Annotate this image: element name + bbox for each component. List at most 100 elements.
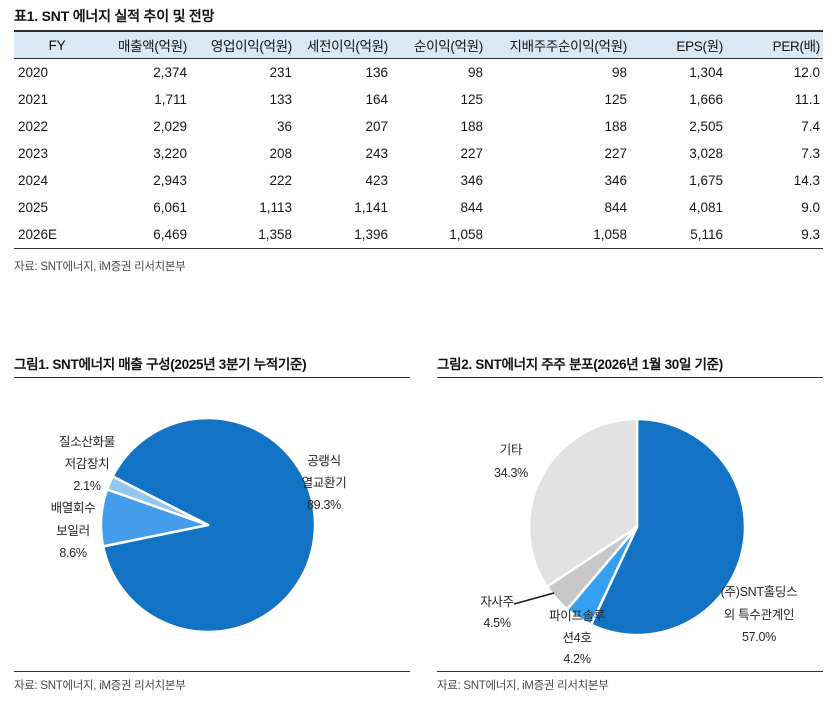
value-cell: 36 <box>276 119 292 134</box>
value-cell: 243 <box>365 146 388 161</box>
table-header-row: FY 매출액(억원) 영업이익(억원) 세전이익(억원) 순이익(억원) 지배주주순이익(… <box>14 31 823 59</box>
column-header: EPS(원) <box>676 39 723 54</box>
value-cell: 227 <box>604 146 627 161</box>
value-cell: 188 <box>460 119 483 134</box>
value-cell: 1,666 <box>689 92 723 107</box>
fiscal-year-cell: 2026E <box>18 227 58 242</box>
table-row: 2020 2,374 231 136 98 98 1,304 12.0 <box>14 59 823 87</box>
value-cell: 346 <box>604 173 627 188</box>
label-leader-line <box>513 592 555 605</box>
table-header: FY 매출액(억원) 영업이익(억원) 세전이익(억원) 순이익(억원) 지배주주순이익(… <box>14 31 823 59</box>
value-cell: 227 <box>460 146 483 161</box>
pie-slice <box>527 417 639 588</box>
pie-slice-label-line: 4.5% <box>483 616 511 630</box>
value-cell: 4,081 <box>689 200 723 215</box>
chart2-bottom-rule <box>437 671 823 672</box>
value-cell: 125 <box>604 92 627 107</box>
value-cell: 231 <box>269 65 292 80</box>
value-cell: 3,028 <box>689 146 723 161</box>
pie-slice <box>105 475 210 527</box>
value-cell: 136 <box>365 65 388 80</box>
pie-slice-label-line: 자사주 <box>480 595 514 609</box>
fiscal-year-cell: 2024 <box>18 173 49 188</box>
value-cell: 2,505 <box>689 119 723 134</box>
value-cell: 7.4 <box>801 119 820 134</box>
value-cell: 12.0 <box>793 65 820 80</box>
fiscal-year-cell: 2022 <box>18 119 49 134</box>
value-cell: 188 <box>604 119 627 134</box>
value-cell: 844 <box>460 200 483 215</box>
chart1-title: 그림1. SNT에너지 매출 구성(2025년 3분기 누적기준) <box>14 357 307 372</box>
pie-slice-label-line: 보일러 <box>56 523 90 538</box>
pie-slice-label-line: 열교환기 <box>301 476 347 490</box>
table-source: 자료: SNT에너지, iM증권 리서치본부 <box>14 261 186 273</box>
pie-slice-label-line: 공랭식 <box>307 454 341 468</box>
table-row: 2022 2,029 36 207 188 188 2,505 7.4 <box>14 113 823 140</box>
value-cell: 11.1 <box>794 92 820 107</box>
fiscal-year-cell: 2023 <box>18 146 49 161</box>
value-cell: 2,943 <box>153 173 187 188</box>
fiscal-year-cell: 2025 <box>18 200 49 215</box>
pie-slice-label-line: 저감장치 <box>64 457 110 471</box>
value-cell: 6,469 <box>153 227 187 242</box>
chart2-source: 자료: SNT에너지, iM증권 리서치본부 <box>437 680 609 692</box>
pie-slice <box>99 488 210 548</box>
value-cell: 2,029 <box>153 119 187 134</box>
value-cell: 1,396 <box>354 227 388 242</box>
value-cell: 164 <box>365 92 388 107</box>
pie-slice-label-line: 외 특수관계인 <box>723 607 795 622</box>
value-cell: 5,116 <box>690 227 723 242</box>
value-cell: 1,304 <box>689 65 723 80</box>
column-header: 영업이익(억원) <box>210 39 292 54</box>
value-cell: 207 <box>365 119 388 134</box>
table-row: 2025 6,061 1,113 1,141 844 844 4,081 9.0 <box>14 194 823 221</box>
table-row: 2026E 6,469 1,358 1,396 1,058 1,058 5,116 9.3 <box>14 221 823 249</box>
column-header: 순이익(억원) <box>414 39 483 54</box>
financials-table: FY 매출액(억원) 영업이익(억원) 세전이익(억원) 순이익(억원) 지배주주순이익(… <box>14 30 823 249</box>
pie-slice-label: 기타 34.3% <box>494 439 528 485</box>
table-title: 표1. SNT 에너지 실적 추이 및 전망 <box>14 8 215 24</box>
value-cell: 9.0 <box>801 200 820 215</box>
value-cell: 222 <box>269 173 292 188</box>
value-cell: 98 <box>611 65 627 80</box>
fiscal-year-cell: 2020 <box>18 65 49 80</box>
column-header: PER(배) <box>772 39 821 54</box>
value-cell: 1,058 <box>449 227 483 242</box>
table-row: 2023 3,220 208 243 227 227 3,028 7.3 <box>14 140 823 167</box>
chart2-top-rule <box>437 377 823 378</box>
pie-slice-label: 자사주 4.5% <box>480 592 514 634</box>
value-cell: 3,220 <box>153 146 187 161</box>
value-cell: 14.3 <box>793 173 820 188</box>
column-header: 세전이익(억원) <box>306 39 388 54</box>
value-cell: 1,711 <box>154 92 187 107</box>
value-cell: 7.3 <box>801 146 820 161</box>
value-cell: 1,675 <box>689 173 723 188</box>
chart1-bottom-rule <box>14 671 410 672</box>
table-row: 2024 2,943 222 423 346 346 1,675 14.3 <box>14 167 823 194</box>
pie-slice-label-line: 57.0% <box>742 630 776 644</box>
value-cell: 346 <box>460 173 483 188</box>
pie-slice-label-line: 34.3% <box>494 466 528 480</box>
column-header: 지배주주순이익(억원) <box>509 39 628 54</box>
pie-slice-label-line: 89.3% <box>307 498 341 512</box>
value-cell: 844 <box>604 200 627 215</box>
table-row: 2021 1,711 133 164 125 125 1,666 11.1 <box>14 86 823 113</box>
value-cell: 1,141 <box>354 200 388 215</box>
fiscal-year-cell: 2021 <box>18 92 49 107</box>
value-cell: 133 <box>269 92 292 107</box>
value-cell: 9.3 <box>801 227 820 242</box>
pie-slice-label-line: 2.1% <box>73 479 101 493</box>
pie-slice-label-line: 파이프솔루 <box>548 609 606 623</box>
pie-slice-label: 배열회수 보일러 8.6% <box>51 497 96 565</box>
pie-slice-label-line: (주)SNT홀딩스 <box>720 585 798 599</box>
value-cell: 98 <box>467 65 483 80</box>
table-body: 2020 2,374 231 136 98 98 1,304 12.0 2021 1,711 133… <box>14 59 823 249</box>
value-cell: 208 <box>269 146 292 161</box>
value-cell: 6,061 <box>153 200 187 215</box>
column-header: FY <box>48 37 66 53</box>
pie-slice-label: 질소산화물 저감장치 2.1% <box>59 431 115 497</box>
value-cell: 2,374 <box>153 65 187 80</box>
value-cell: 423 <box>365 173 388 188</box>
